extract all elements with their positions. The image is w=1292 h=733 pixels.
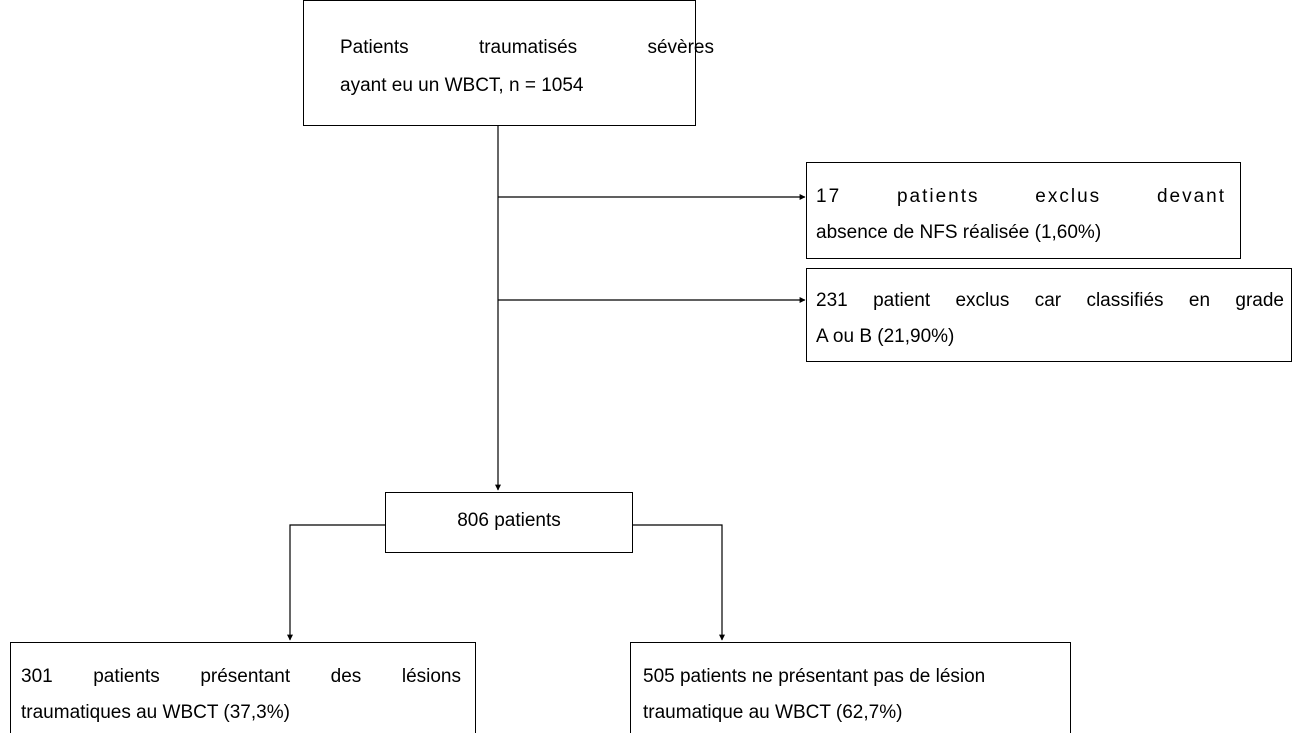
arrow-right-branch: [632, 524, 725, 641]
box-text: Patients traumatisés sévères: [340, 37, 714, 58]
box-text: traumatiques au WBCT (37,3%): [21, 702, 290, 723]
box-text: 17 patients exclus devant: [816, 186, 1226, 207]
box-text: 231 patient exclus car classifiés en gra…: [816, 290, 1284, 311]
box-text: traumatique au WBCT (62,7%): [643, 702, 903, 723]
box-exclusion-1: 17 patients exclus devant absence de NFS…: [806, 162, 1241, 259]
box-included: 806 patients: [385, 492, 633, 553]
box-text: 301 patients présentant des lésions: [21, 666, 461, 687]
box-no-lesion: 505 patients ne présentant pas de lésion…: [630, 642, 1071, 733]
box-text: A ou B (21,90%): [816, 326, 955, 347]
box-exclusion-2: 231 patient exclus car classifiés en gra…: [806, 268, 1292, 362]
box-text: ayant eu un WBCT, n = 1054: [340, 75, 584, 96]
box-text: 505 patients ne présentant pas de lésion: [643, 666, 986, 687]
box-text: 806 patients: [457, 510, 561, 531]
arrow-left-branch: [287, 524, 385, 641]
box-text: absence de NFS réalisée (1,60%): [816, 222, 1102, 243]
box-lesions: 301 patients présentant des lésions trau…: [10, 642, 476, 733]
box-start: Patients traumatisés sévères ayant eu un…: [303, 0, 714, 126]
